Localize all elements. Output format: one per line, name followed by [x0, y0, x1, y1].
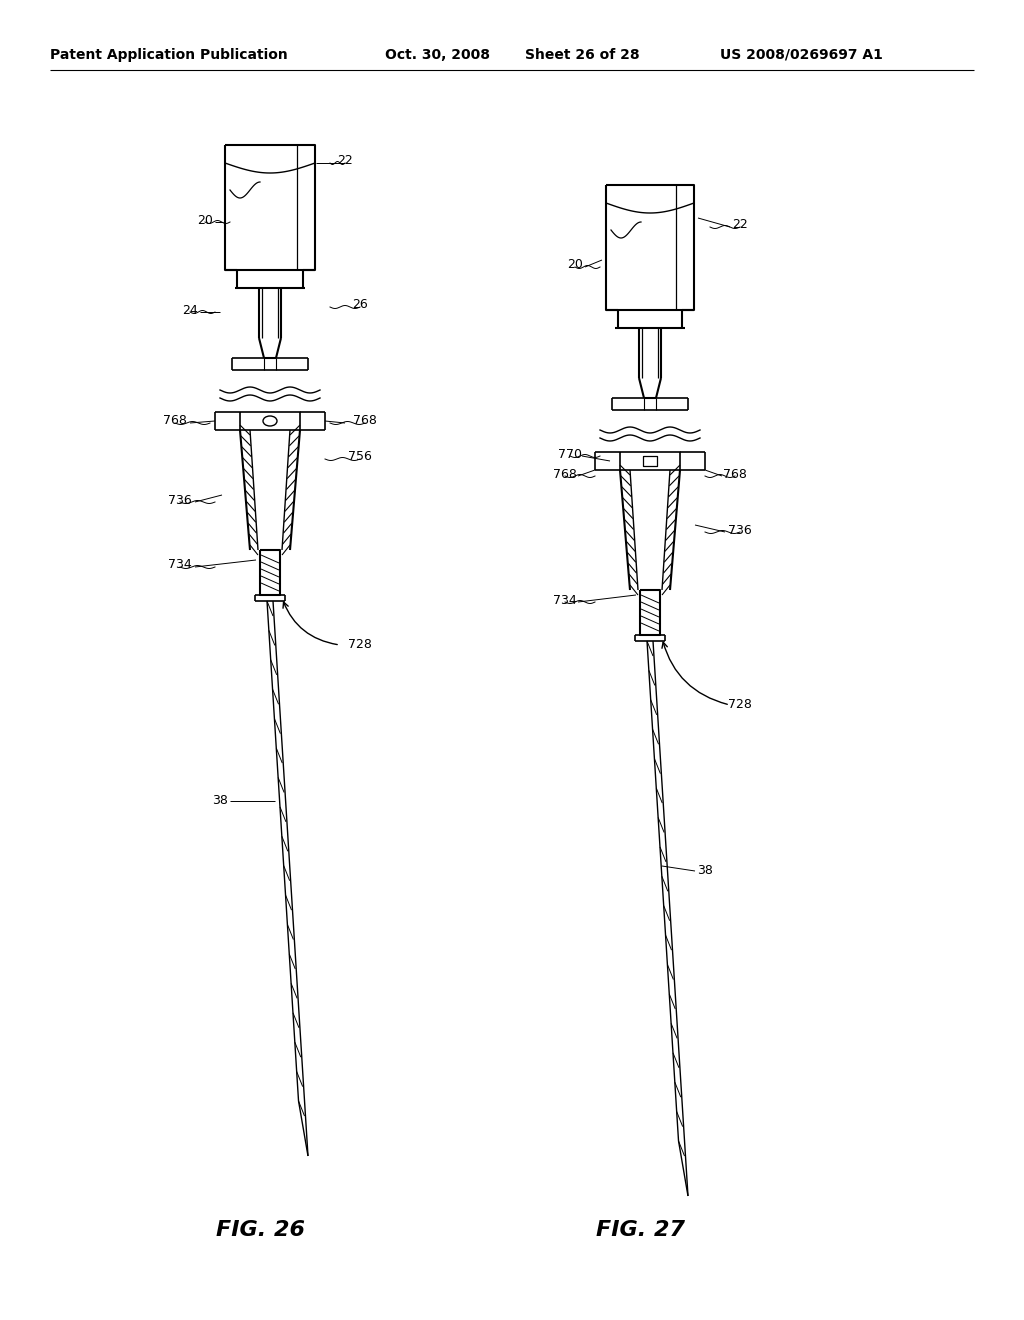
Text: Sheet 26 of 28: Sheet 26 of 28 — [525, 48, 640, 62]
Text: 756: 756 — [348, 450, 372, 463]
Text: 770: 770 — [558, 447, 582, 461]
Text: 38: 38 — [212, 795, 228, 808]
Text: 20: 20 — [197, 214, 213, 227]
Polygon shape — [260, 550, 280, 595]
Text: Oct. 30, 2008: Oct. 30, 2008 — [385, 48, 490, 62]
Text: 728: 728 — [348, 639, 372, 652]
Text: 26: 26 — [352, 298, 368, 312]
Polygon shape — [606, 185, 694, 310]
Text: FIG. 27: FIG. 27 — [596, 1220, 684, 1239]
Text: Patent Application Publication: Patent Application Publication — [50, 48, 288, 62]
Text: 24: 24 — [182, 304, 198, 317]
Text: 734: 734 — [168, 558, 191, 572]
Text: 38: 38 — [697, 865, 713, 878]
Text: US 2008/0269697 A1: US 2008/0269697 A1 — [720, 48, 883, 62]
Text: FIG. 26: FIG. 26 — [215, 1220, 304, 1239]
Text: 768: 768 — [553, 467, 577, 480]
Text: 768: 768 — [163, 414, 187, 428]
Text: 768: 768 — [353, 414, 377, 428]
Text: 22: 22 — [732, 219, 748, 231]
Polygon shape — [620, 451, 680, 470]
Text: 22: 22 — [337, 153, 353, 166]
Polygon shape — [240, 412, 300, 430]
Text: 20: 20 — [567, 259, 583, 272]
Polygon shape — [640, 590, 660, 635]
Text: 736: 736 — [728, 524, 752, 536]
Text: 728: 728 — [728, 698, 752, 711]
Polygon shape — [225, 145, 315, 271]
Text: 734: 734 — [553, 594, 577, 606]
Text: 768: 768 — [723, 467, 746, 480]
Text: 736: 736 — [168, 494, 191, 507]
